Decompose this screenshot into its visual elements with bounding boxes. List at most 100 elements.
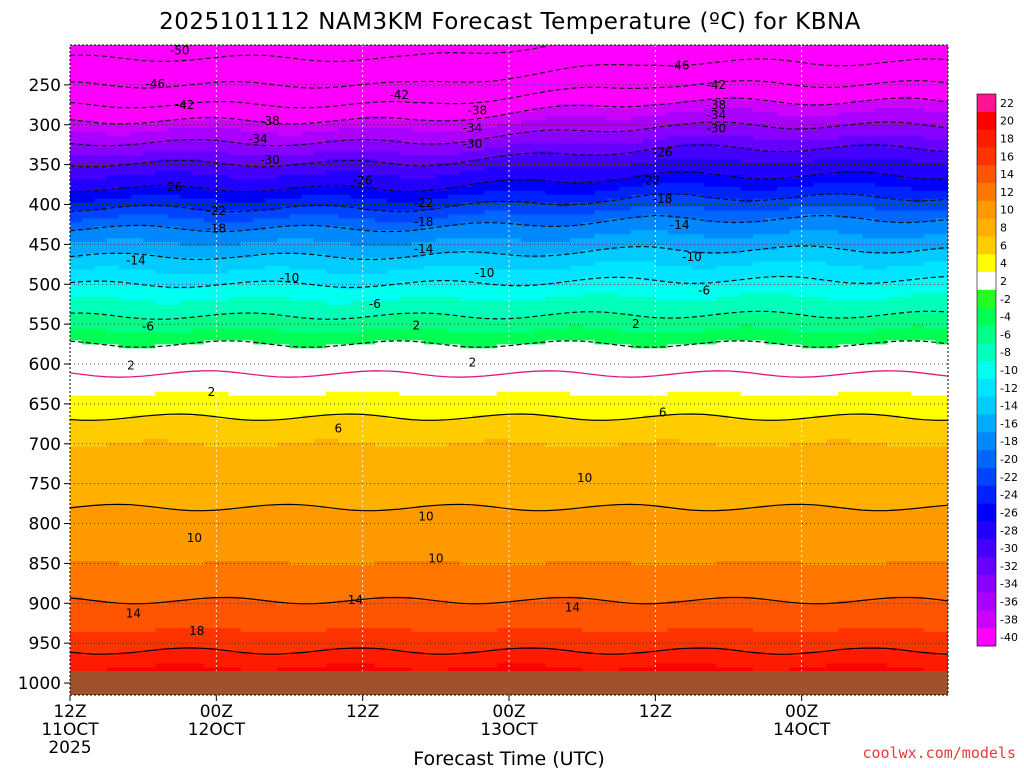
temperature-cell xyxy=(94,592,108,598)
temperature-cell xyxy=(228,194,242,200)
temperature-cell xyxy=(82,45,95,50)
temperature-cell xyxy=(277,427,291,432)
temperature-cell xyxy=(106,92,120,97)
temperature-cell xyxy=(191,572,205,578)
temperature-cell xyxy=(423,293,437,298)
temperature-cell xyxy=(191,431,205,436)
temperature-cell xyxy=(167,52,181,58)
temperature-cell xyxy=(277,549,291,554)
temperature-cell xyxy=(179,600,193,605)
temperature-cell xyxy=(362,194,376,200)
temperature-cell xyxy=(265,194,278,200)
temperature-cell xyxy=(143,194,156,200)
temperature-cell xyxy=(387,454,400,460)
temperature-cell xyxy=(289,608,303,613)
temperature-cell xyxy=(228,427,242,432)
temperature-cell xyxy=(118,45,132,50)
temperature-cell xyxy=(167,119,181,125)
temperature-cell xyxy=(106,407,120,412)
temperature-cell xyxy=(94,218,108,223)
temperature-cell xyxy=(362,663,376,669)
temperature-cell xyxy=(240,289,254,294)
temperature-cell xyxy=(240,438,254,444)
temperature-cell xyxy=(216,88,230,93)
temperature-cell xyxy=(387,423,400,428)
temperature-cell xyxy=(179,245,193,251)
temperature-cell xyxy=(265,659,278,665)
temperature-cell xyxy=(411,478,425,483)
temperature-cell xyxy=(70,72,83,78)
temperature-cell xyxy=(338,517,352,523)
temperature-cell xyxy=(435,214,449,219)
temperature-cell xyxy=(167,407,181,412)
temperature-cell xyxy=(350,482,364,487)
temperature-cell xyxy=(265,115,278,121)
temperature-cell xyxy=(350,175,364,180)
temperature-cell xyxy=(191,427,205,432)
temperature-cell xyxy=(399,151,413,156)
temperature-cell xyxy=(130,651,144,657)
temperature-cell xyxy=(130,423,144,428)
temperature-cell xyxy=(362,553,376,558)
temperature-cell xyxy=(106,561,120,566)
temperature-cell xyxy=(228,178,242,184)
temperature-cell xyxy=(106,261,120,267)
temperature-cell xyxy=(277,178,291,184)
temperature-cell xyxy=(216,596,230,602)
temperature-cell xyxy=(289,466,303,472)
temperature-cell xyxy=(374,549,388,554)
temperature-cell xyxy=(387,431,400,436)
temperature-cell xyxy=(289,269,303,275)
temperature-cell xyxy=(94,438,108,444)
temperature-cell xyxy=(399,289,413,294)
temperature-cell xyxy=(265,340,278,345)
temperature-cell xyxy=(313,494,327,499)
temperature-cell xyxy=(350,545,364,550)
temperature-cell xyxy=(277,572,291,578)
temperature-cell xyxy=(326,186,339,192)
temperature-cell xyxy=(167,368,181,373)
temperature-cell xyxy=(130,580,144,586)
temperature-cell xyxy=(179,647,193,653)
temperature-cell xyxy=(362,446,376,452)
temperature-cell xyxy=(240,643,254,649)
temperature-cell xyxy=(155,320,169,326)
temperature-cell xyxy=(301,482,315,487)
temperature-cell xyxy=(313,56,327,62)
temperature-cell xyxy=(118,446,132,452)
temperature-cell xyxy=(155,178,169,184)
temperature-cell xyxy=(423,285,437,290)
temperature-cell xyxy=(350,131,364,137)
temperature-cell xyxy=(277,214,291,219)
temperature-cell xyxy=(191,608,205,613)
temperature-cell xyxy=(435,56,449,62)
temperature-cell xyxy=(94,308,108,314)
temperature-cell xyxy=(82,111,95,117)
temperature-cell xyxy=(362,344,376,349)
temperature-cell xyxy=(362,364,376,369)
temperature-cell xyxy=(155,659,169,665)
temperature-cell xyxy=(82,305,95,310)
temperature-cell xyxy=(118,348,132,353)
temperature-cell xyxy=(387,399,400,405)
temperature-cell xyxy=(265,474,278,479)
temperature-cell xyxy=(362,549,376,554)
temperature-cell xyxy=(240,360,254,365)
temperature-cell xyxy=(399,316,413,322)
temperature-cell xyxy=(252,60,266,66)
temperature-cell xyxy=(82,612,95,617)
temperature-cell xyxy=(155,194,169,200)
temperature-cell xyxy=(167,403,181,409)
temperature-cell xyxy=(82,624,95,629)
temperature-cell xyxy=(106,301,120,306)
temperature-cell xyxy=(289,111,303,117)
temperature-cell xyxy=(130,521,144,527)
temperature-cell xyxy=(374,175,388,180)
temperature-cell xyxy=(277,667,291,672)
temperature-cell xyxy=(130,64,144,70)
temperature-cell xyxy=(338,234,352,239)
temperature-cell xyxy=(277,293,291,298)
temperature-cell xyxy=(240,600,254,605)
temperature-cell xyxy=(350,80,364,85)
temperature-cell xyxy=(204,234,217,239)
